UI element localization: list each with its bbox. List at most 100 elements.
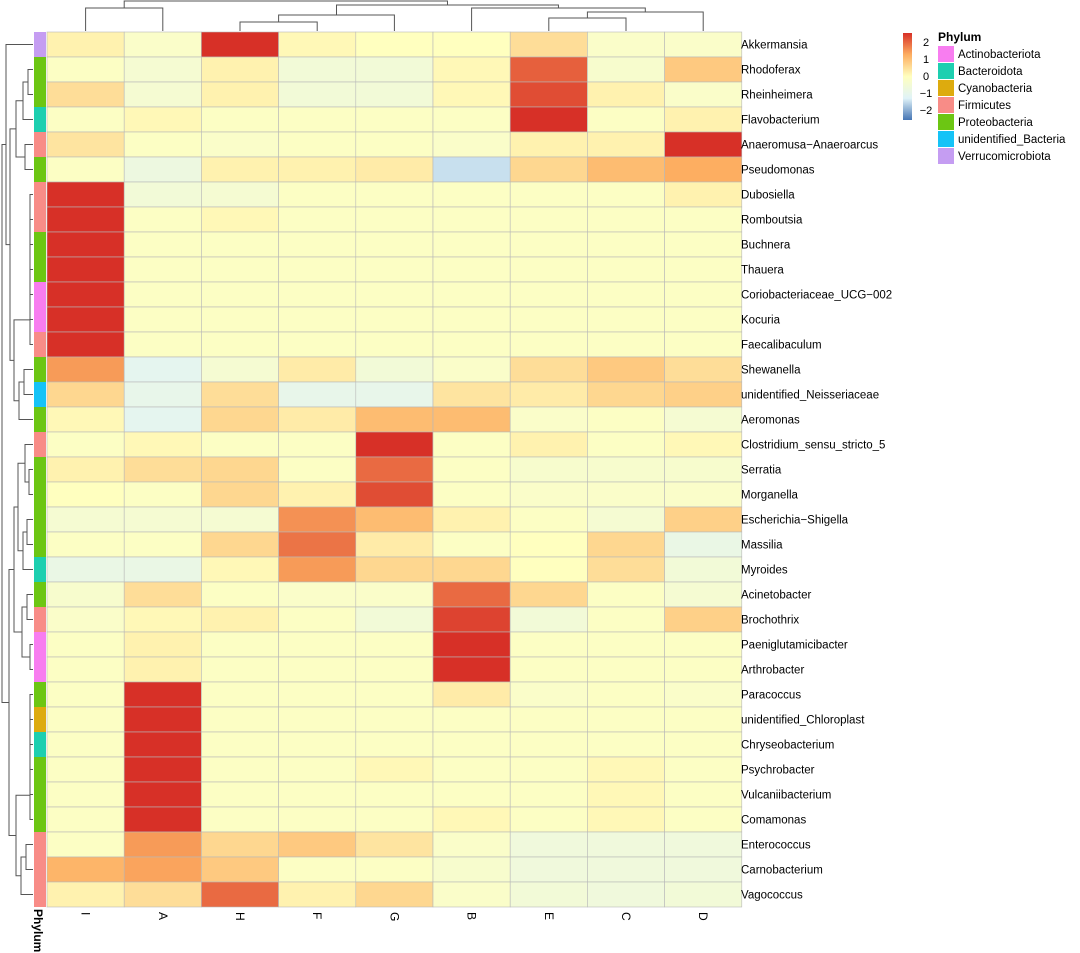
heatmap-cell	[432, 406, 511, 433]
heatmap-cell	[278, 206, 357, 233]
phylum-legend-swatch	[938, 80, 954, 96]
row-label: Faecalibaculum	[741, 340, 822, 352]
phylum-annotation-cell	[34, 532, 46, 557]
heatmap-cell	[355, 706, 434, 733]
heatmap-cell	[278, 81, 357, 108]
heatmap-cell	[432, 856, 511, 883]
heatmap-cell	[278, 306, 357, 333]
heatmap-cell	[664, 56, 743, 83]
heatmap-cell	[201, 731, 279, 758]
heatmap-cell	[46, 31, 125, 58]
heatmap-cell	[278, 456, 357, 483]
dendrogram-branch	[8, 569, 16, 837]
dendrogram-branch	[13, 319, 30, 402]
heatmap-cell	[587, 581, 665, 608]
heatmap-cell	[509, 31, 588, 58]
heatmap-cell	[46, 656, 125, 683]
heatmap-cell	[509, 281, 588, 308]
heatmap-cell	[123, 756, 202, 783]
heatmap-cells	[46, 31, 743, 908]
heatmap-cell	[355, 356, 434, 383]
heatmap-cell	[664, 681, 743, 708]
heatmap-cell	[355, 656, 434, 683]
heatmap-cell	[587, 681, 665, 708]
heatmap-cell	[201, 681, 279, 708]
heatmap-cell	[278, 106, 357, 133]
heatmap-cell	[587, 806, 665, 833]
heatmap-cell	[278, 506, 357, 533]
heatmap-cell	[355, 131, 434, 158]
heatmap-cell	[201, 356, 279, 383]
heatmap-cell	[432, 106, 511, 133]
heatmap-cell	[355, 206, 434, 233]
heatmap-cell	[664, 156, 743, 183]
heatmap-cell	[587, 31, 665, 58]
heatmap-cell	[432, 456, 511, 483]
heatmap-cell	[355, 856, 434, 883]
heatmap-cell	[46, 581, 125, 608]
phylum-annotation-cell	[34, 682, 46, 707]
heatmap-cell	[587, 206, 665, 233]
heatmap-cell	[664, 106, 743, 133]
phylum-annotation-cell	[34, 157, 46, 182]
heatmap-cell	[278, 431, 357, 458]
heatmap-cell	[123, 156, 202, 183]
heatmap-cell	[278, 56, 357, 83]
heatmap-cell	[278, 731, 357, 758]
heatmap-cell	[664, 256, 743, 283]
heatmap-cell	[664, 31, 743, 58]
heatmap-cell	[123, 406, 202, 433]
color-scale-tick-label: −2	[920, 105, 933, 117]
heatmap-cell	[432, 631, 511, 658]
heatmap-cell	[201, 506, 279, 533]
row-label: Massilia	[741, 540, 783, 552]
row-label: Shewanella	[741, 365, 801, 377]
heatmap-cell	[355, 556, 434, 583]
heatmap-cell	[278, 656, 357, 683]
heatmap-cell	[432, 131, 511, 158]
row-label: Brochothrix	[741, 615, 799, 627]
phylum-annotation-cell	[34, 307, 46, 332]
phylum-legend-label: Cyanobacteria	[958, 83, 1033, 95]
heatmap-cell	[46, 381, 125, 408]
heatmap-cell	[46, 606, 125, 633]
heatmap-cell	[278, 881, 357, 908]
heatmap-cell	[587, 506, 665, 533]
heatmap-cell	[278, 831, 357, 858]
heatmap-cell	[664, 181, 743, 208]
heatmap-cell	[432, 31, 511, 58]
heatmap-cell	[123, 581, 202, 608]
heatmap-cell	[587, 131, 665, 158]
heatmap-cell	[355, 406, 434, 433]
heatmap-cell	[664, 81, 743, 108]
heatmap-cell	[432, 806, 511, 833]
heatmap-cell	[46, 806, 125, 833]
heatmap-cell	[509, 681, 588, 708]
dendrogram-branch	[123, 0, 448, 8]
row-labels: Akkermansia Rhodoferax Rheinheimera Flavoba…	[741, 40, 892, 902]
heatmap-cell	[355, 181, 434, 208]
heatmap-cell	[278, 31, 357, 58]
heatmap-cell	[46, 781, 125, 808]
heatmap-cell	[355, 256, 434, 283]
heatmap-cell	[46, 706, 125, 733]
phylum-annotation-cell	[34, 282, 46, 307]
heatmap-cell	[355, 481, 434, 508]
heatmap-cell	[201, 706, 279, 733]
heatmap-cell	[587, 406, 665, 433]
heatmap-cell	[587, 606, 665, 633]
dendrogram-branch	[24, 144, 33, 170]
heatmap-cell	[123, 731, 202, 758]
heatmap-cell	[664, 206, 743, 233]
row-label: Myroides	[741, 565, 788, 577]
heatmap-cell	[664, 406, 743, 433]
heatmap-cell	[278, 606, 357, 633]
dendrogram-branch	[85, 7, 164, 31]
heatmap-cell	[46, 531, 125, 558]
heatmap-cell	[46, 81, 125, 108]
heatmap-cell	[664, 381, 743, 408]
phylum-annotation-cell	[34, 382, 46, 407]
heatmap-cell	[587, 706, 665, 733]
heatmap-cell	[278, 706, 357, 733]
